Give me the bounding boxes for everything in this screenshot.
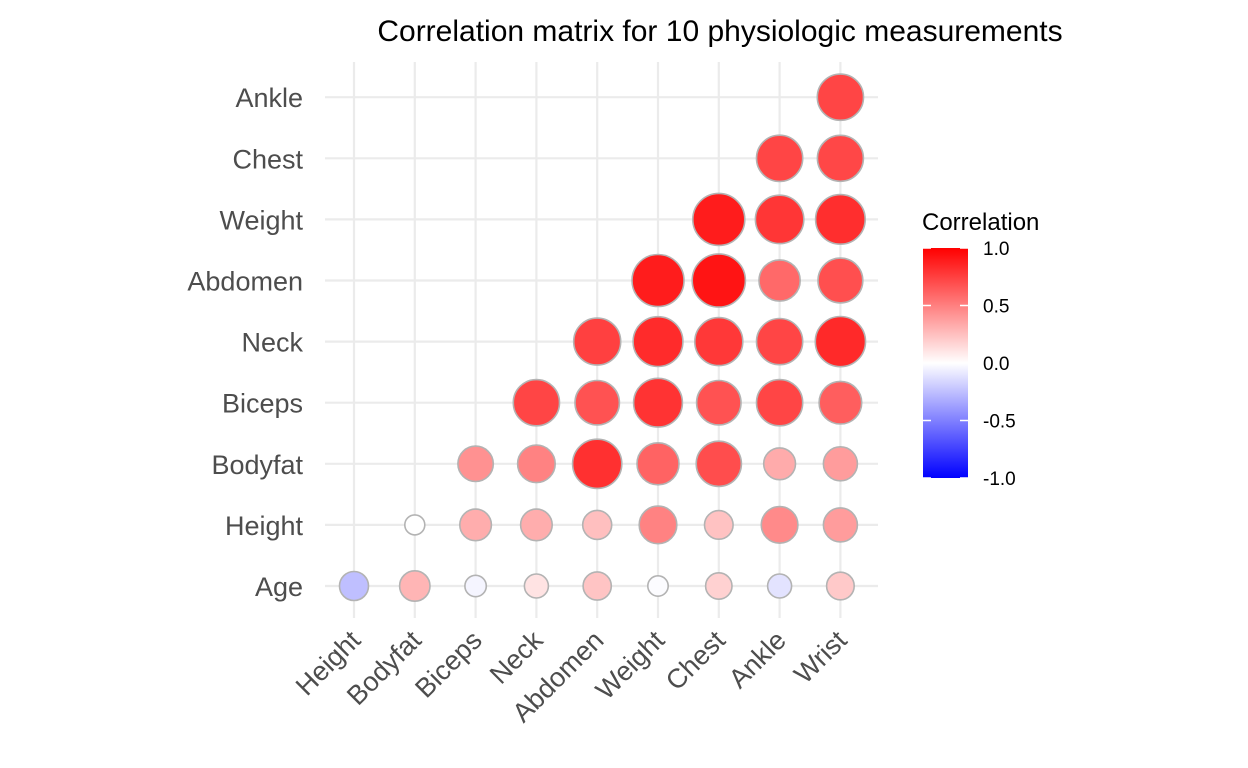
- y-tick-label: Chest: [232, 144, 303, 174]
- correlation-circle: Neck / Wrist: 0.84: [814, 315, 867, 368]
- legend-tick-label: 0.5: [983, 297, 1009, 318]
- correlation-circle: Bodyfat / Chest: 0.7: [695, 440, 743, 488]
- correlation-circle: Abdomen / Chest: 0.92: [691, 253, 747, 308]
- x-tick-label: Biceps: [409, 625, 488, 704]
- x-tick-label: Weight: [590, 625, 671, 706]
- legend-title: Correlation: [922, 209, 1039, 236]
- legend-tick-label: -1.0: [983, 469, 1016, 490]
- y-tick-label: Age: [255, 572, 303, 602]
- y-tick-label: Neck: [241, 328, 303, 358]
- legend-tick-label: 0.0: [983, 354, 1009, 375]
- correlation-circle: Age / Height: -0.25: [338, 570, 370, 602]
- correlation-circle: Biceps / Neck: 0.73: [512, 378, 561, 427]
- correlation-circle: Height / Biceps: 0.32: [459, 508, 493, 542]
- correlation-circle: Chest / Ankle: 0.73: [755, 134, 804, 183]
- correlation-circle: Biceps / Chest: 0.68: [695, 379, 742, 426]
- legend-tick-label: -0.5: [983, 412, 1016, 433]
- correlation-circle: Height / Ankle: 0.46: [760, 505, 799, 545]
- correlation-circle: Neck / Ankle: 0.73: [755, 317, 804, 366]
- correlation-circle: Abdomen / Weight: 0.89: [631, 253, 685, 308]
- correlation-circle: Weight / Wrist: 0.82: [814, 193, 867, 245]
- correlation-circle: Chest / Wrist: 0.72: [816, 134, 865, 183]
- correlation-circle: Age / Chest: 0.18: [704, 571, 733, 600]
- correlation-circle: Height / Wrist: 0.39: [822, 507, 859, 543]
- correlation-circle: Biceps / Abdomen: 0.68: [574, 379, 621, 426]
- correlation-circle: Neck / Weight: 0.83: [632, 315, 684, 368]
- correlation-circle: Age / Biceps: -0.04: [464, 574, 488, 598]
- legend-tick-label: 1.0: [983, 239, 1009, 260]
- legend: Correlation 1.0 0.5 0.0 -0.5 -1.0: [922, 209, 1039, 490]
- correlation-circle: Abdomen / Wrist: 0.69: [817, 257, 864, 304]
- y-axis-labels: Age Height Bodyfat Biceps Neck Abdomen Weight C…: [187, 83, 303, 602]
- correlation-circle: Bodyfat / Biceps: 0.43: [457, 445, 495, 483]
- x-tick-label: Ankle: [723, 625, 792, 694]
- correlation-circle: Biceps / Ankle: 0.73: [755, 378, 804, 427]
- correlation-circle: Age / Bodyfat: 0.29: [398, 569, 431, 602]
- correlation-circle: Weight / Ankle: 0.79: [754, 194, 805, 245]
- correlation-circle: Age / Neck: 0.11: [523, 573, 550, 599]
- x-axis-labels: HeightBodyfatBicepsNeckAbdomenWeightChes…: [290, 625, 853, 728]
- y-tick-label: Height: [225, 511, 304, 541]
- correlation-circle: Age / Ankle: -0.11: [766, 573, 793, 599]
- y-tick-label: Bodyfat: [211, 450, 303, 480]
- correlation-circle: Age / Wrist: 0.21: [825, 571, 856, 601]
- correlation-circle: Neck / Abdomen: 0.75: [572, 317, 622, 366]
- correlation-circle: Neck / Chest: 0.78: [693, 316, 744, 367]
- correlation-circles: Age / Height: -0.25 Age / Bodyfat: 0.29 Ag…: [338, 73, 867, 602]
- correlation-circle: Height / Chest: 0.24: [703, 509, 734, 541]
- correlation-circle: Height / Neck: 0.32: [519, 508, 554, 542]
- correlation-circle: Bodyfat / Wrist: 0.39: [822, 445, 859, 482]
- x-tick-label: Wrist: [788, 625, 853, 690]
- correlation-circle: Bodyfat / Weight: 0.61: [636, 441, 680, 486]
- correlation-circle: Age / Abdomen: 0.23: [582, 571, 613, 601]
- legend-ticks: 1.0 0.5 0.0 -0.5 -1.0: [923, 239, 1016, 490]
- correlation-circle: Height / Bodyfat: 0: [403, 514, 426, 536]
- correlation-circle: Biceps / Weight: 0.8: [632, 377, 684, 428]
- correlation-circle: Bodyfat / Abdomen: 0.81: [571, 438, 623, 490]
- correlation-circle: Height / Weight: 0.49: [638, 505, 678, 545]
- y-tick-label: Biceps: [222, 389, 303, 419]
- correlation-circle: Bodyfat / Ankle: 0.33: [762, 447, 797, 481]
- correlation-circle: Age / Weight: -0.01: [646, 574, 669, 597]
- correlation-circle: Weight / Chest: 0.89: [691, 192, 746, 247]
- correlation-circle: Ankle / Wrist: 0.73: [816, 73, 865, 122]
- correlation-circle: Biceps / Wrist: 0.63: [818, 380, 863, 425]
- correlation-circle: Height / Abdomen: 0.25: [581, 509, 613, 541]
- chart-title: Correlation matrix for 10 physiologic me…: [377, 15, 1062, 48]
- x-tick-label: Chest: [660, 625, 731, 696]
- y-tick-label: Abdomen: [187, 267, 303, 297]
- correlation-circle: Bodyfat / Neck: 0.49: [516, 444, 557, 484]
- y-tick-label: Ankle: [235, 83, 303, 113]
- correlation-circle: Abdomen / Ankle: 0.59: [758, 259, 802, 302]
- y-tick-label: Weight: [219, 205, 303, 235]
